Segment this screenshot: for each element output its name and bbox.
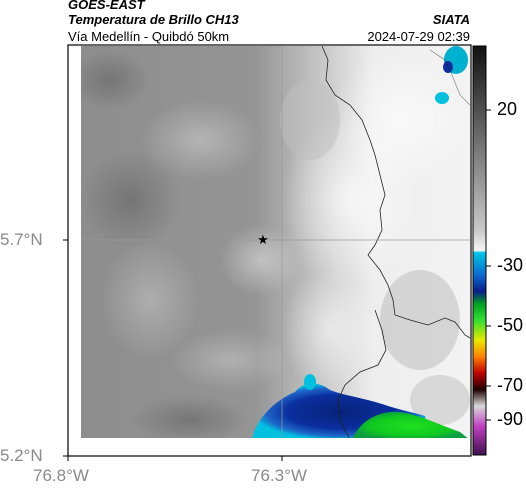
satellite-title: GOES-EAST <box>68 0 145 12</box>
region-subtitle: Vía Medellín - Quibdó 50km <box>68 29 230 44</box>
colorbar-tick-label: -30 <box>497 255 524 275</box>
timestamp-label: 2024-07-29 02:39 <box>367 29 470 44</box>
product-title: Temperatura de Brillo CH13 <box>68 12 239 27</box>
lat-label-5-2: 5.2°N <box>0 446 43 465</box>
lon-label-76-3: 76.3°W <box>251 466 307 485</box>
colorbar-tick-label: 20 <box>497 99 518 119</box>
colorbar-tick-label: -90 <box>497 409 524 429</box>
satellite-imagery <box>81 46 470 438</box>
colorbar-tick-label: -70 <box>497 375 524 395</box>
colorbar <box>472 45 487 456</box>
colorbar-tick-label: -50 <box>497 315 524 335</box>
lat-label-5-7: 5.7°N <box>0 230 43 249</box>
star-icon: ★ <box>257 232 269 247</box>
organization-label: SIATA <box>432 12 470 27</box>
lon-label-76-8: 76.8°W <box>33 466 89 485</box>
